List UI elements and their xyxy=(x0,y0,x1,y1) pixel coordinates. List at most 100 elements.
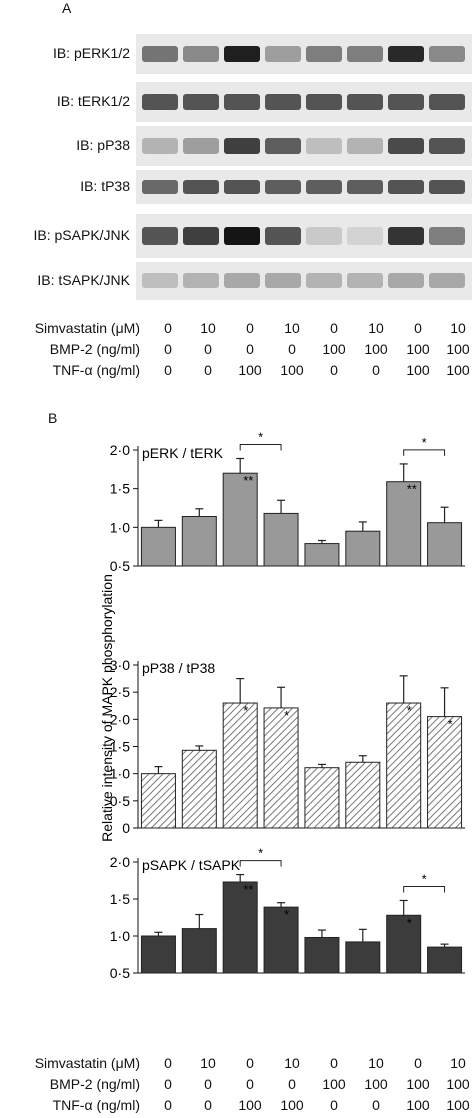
condition-value: 100 xyxy=(446,362,470,378)
condition-value: 10 xyxy=(368,1055,384,1071)
blot-strip xyxy=(136,214,472,258)
blot-band xyxy=(347,180,383,194)
panel-a-letter: A xyxy=(62,0,72,16)
blot-band xyxy=(142,180,178,194)
condition-value: 0 xyxy=(246,320,254,336)
y-tick-label: 0·5 xyxy=(110,558,130,574)
y-axis-label: Relative intensity of MAPK phosphorylati… xyxy=(99,574,115,842)
blot-band xyxy=(388,273,424,288)
bracket-mark: * xyxy=(258,430,263,445)
significance-mark: ** xyxy=(243,882,253,897)
blot-band xyxy=(306,94,342,110)
condition-value: 100 xyxy=(364,341,388,357)
condition-value: 10 xyxy=(450,1055,466,1071)
blot-band xyxy=(388,46,424,62)
condition-value: 0 xyxy=(204,1097,212,1113)
y-tick-label: 2·0 xyxy=(110,854,130,870)
y-tick-label: 2·0 xyxy=(110,711,130,727)
significance-bracket xyxy=(403,449,446,456)
bar xyxy=(304,543,340,567)
significance-mark: * xyxy=(243,703,248,718)
bar xyxy=(263,707,299,829)
blot-band xyxy=(224,180,260,194)
bar xyxy=(222,881,258,974)
bracket-mark: * xyxy=(258,846,263,861)
y-tick-label: 1·5 xyxy=(110,481,130,497)
condition-value: 100 xyxy=(446,1097,470,1113)
condition-value: 100 xyxy=(322,1076,346,1092)
condition-value: 100 xyxy=(446,341,470,357)
condition-value: 0 xyxy=(204,362,212,378)
significance-mark: * xyxy=(407,915,412,930)
blot-label: IB: tP38 xyxy=(80,178,130,194)
bar xyxy=(386,481,422,567)
significance-bracket xyxy=(403,885,446,893)
bar xyxy=(140,526,176,567)
blot-band xyxy=(224,227,260,245)
bar xyxy=(222,702,258,829)
blot-band xyxy=(142,46,178,62)
significance-bracket xyxy=(239,860,282,867)
bar xyxy=(386,702,422,829)
bar xyxy=(427,522,463,567)
blot-band xyxy=(183,94,219,110)
bar xyxy=(140,773,176,829)
condition-value: 0 xyxy=(288,1076,296,1092)
bar xyxy=(181,516,217,567)
blot-band xyxy=(429,180,465,194)
condition-value: 100 xyxy=(406,1076,430,1092)
significance-mark: * xyxy=(284,708,289,723)
blot-band xyxy=(429,46,465,62)
blot-band xyxy=(265,227,301,245)
bar xyxy=(345,941,381,974)
condition-value: 0 xyxy=(164,341,172,357)
condition-value: 0 xyxy=(164,362,172,378)
blot-strip xyxy=(136,170,472,204)
condition-value: 100 xyxy=(364,1076,388,1092)
blot-strip xyxy=(136,34,472,74)
blot-band xyxy=(224,273,260,288)
bar xyxy=(222,472,258,567)
chart-title: pP38 / tP38 xyxy=(142,660,215,676)
blot-band xyxy=(429,273,465,288)
bracket-mark: * xyxy=(422,871,427,886)
condition-label: BMP-2 (ng/ml) xyxy=(49,341,140,357)
blot-label: IB: tSAPK/JNK xyxy=(37,272,130,288)
significance-mark: ** xyxy=(243,473,253,488)
blot-band xyxy=(224,94,260,110)
blot-band xyxy=(347,46,383,62)
bracket-mark: * xyxy=(422,435,427,450)
chart-title: pERK / tERK xyxy=(142,445,224,461)
panel-b-letter: B xyxy=(48,410,58,426)
blot-band xyxy=(265,94,301,110)
bar xyxy=(181,749,217,829)
y-tick-label: 2·0 xyxy=(110,442,130,458)
bar xyxy=(427,946,463,974)
condition-value: 100 xyxy=(322,341,346,357)
significance-mark: * xyxy=(284,907,289,922)
bar xyxy=(263,906,299,974)
condition-value: 0 xyxy=(164,1076,172,1092)
blot-label: IB: pERK1/2 xyxy=(52,45,130,61)
condition-value: 10 xyxy=(284,1055,300,1071)
blot-band xyxy=(347,227,383,245)
chart-title: pSAPK / tSAPK xyxy=(142,857,241,873)
blot-band xyxy=(306,138,342,154)
blot-band xyxy=(347,273,383,288)
bar xyxy=(345,530,381,567)
blot-band xyxy=(388,180,424,194)
blot-band xyxy=(183,138,219,154)
condition-value: 0 xyxy=(330,362,338,378)
mapk-bar-charts: Relative intensity of MAPK phosphorylati… xyxy=(99,430,465,981)
blot-band xyxy=(142,138,178,154)
blot-band xyxy=(142,273,178,288)
condition-label: Simvastatin (μM) xyxy=(34,320,140,336)
condition-value: 0 xyxy=(414,320,422,336)
condition-value: 10 xyxy=(368,320,384,336)
blot-band xyxy=(347,94,383,110)
blot-band xyxy=(183,273,219,288)
y-tick-label: 1·0 xyxy=(110,928,130,944)
blot-band xyxy=(388,94,424,110)
condition-label: BMP-2 (ng/ml) xyxy=(49,1076,140,1092)
blot-band xyxy=(142,227,178,245)
